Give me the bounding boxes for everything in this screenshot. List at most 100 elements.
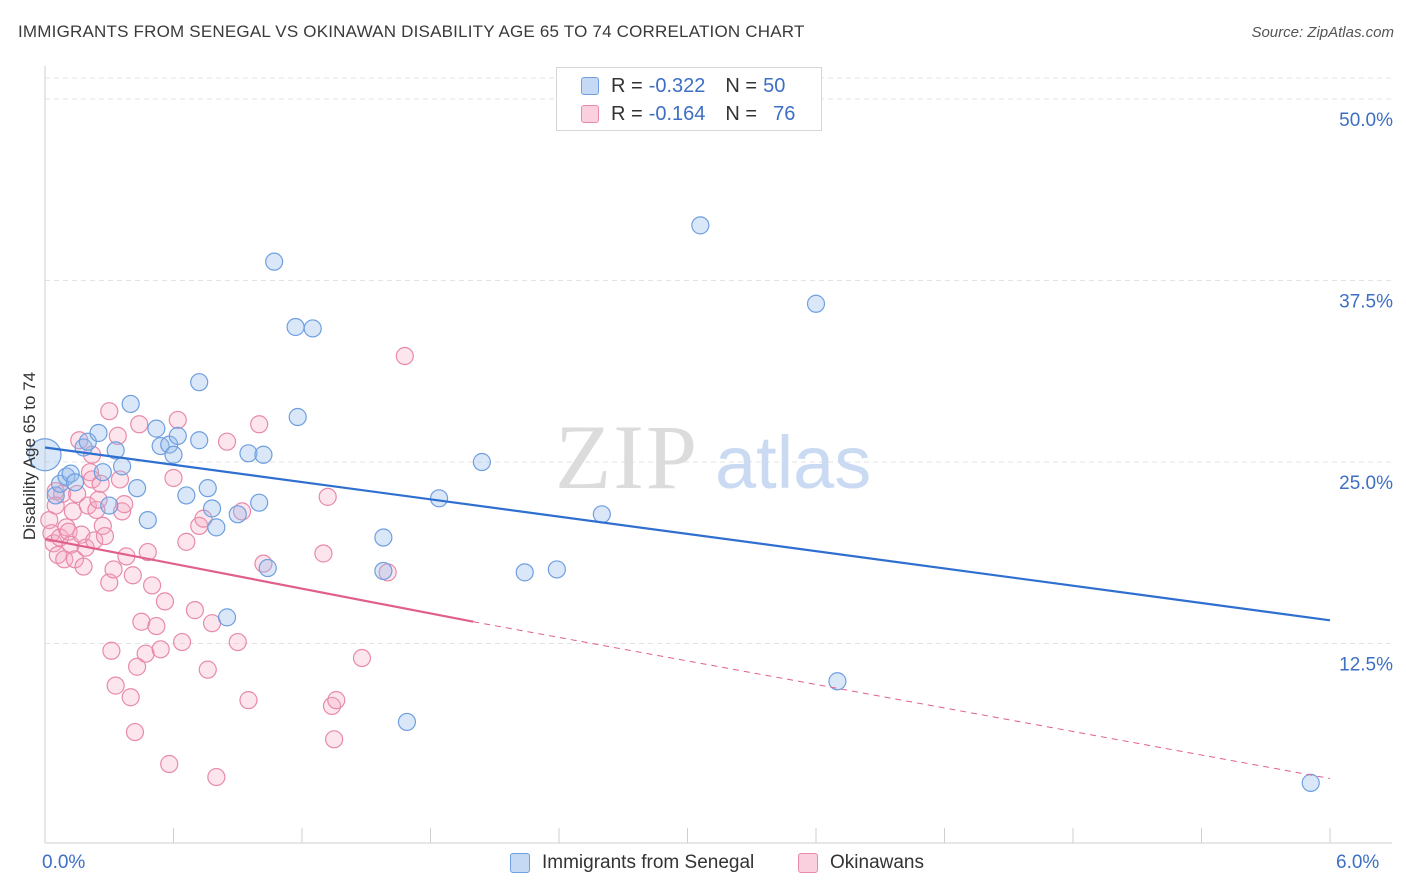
data-point-okinawans: [327, 691, 346, 710]
data-point-senegal: [429, 489, 449, 508]
legend-row-senegal: R = -0.322 N = 50: [581, 74, 785, 98]
data-point-senegal: [828, 672, 847, 691]
data-point-senegal: [472, 452, 491, 472]
data-point-okinawans: [46, 496, 65, 515]
data-point-okinawans: [228, 632, 247, 652]
data-point-senegal: [190, 373, 209, 392]
data-point-okinawans: [239, 691, 258, 710]
data-point-senegal: [286, 317, 305, 337]
data-point-senegal: [265, 252, 284, 271]
x-tick-label-min: 0.0%: [42, 852, 86, 873]
legend-swatch-senegal: [510, 853, 530, 873]
data-point-senegal: [93, 463, 112, 482]
y-tick-label: 37.5%: [1339, 292, 1393, 313]
legend-swatch-okinawans: [798, 853, 818, 873]
data-point-senegal: [254, 445, 273, 464]
legend-r-label: R =: [611, 74, 643, 97]
data-point-senegal: [691, 216, 710, 235]
data-point-senegal: [258, 558, 277, 578]
data-point-senegal: [61, 464, 80, 483]
data-point-okinawans: [130, 415, 149, 434]
data-point-senegal: [397, 712, 417, 732]
legend-n-label: N =: [725, 74, 758, 97]
data-point-okinawans: [207, 767, 226, 787]
data-point-okinawans: [68, 484, 87, 504]
data-point-okinawans: [164, 468, 183, 488]
data-point-okinawans: [89, 490, 108, 509]
data-point-senegal: [100, 496, 119, 515]
chart-title: IMMIGRANTS FROM SENEGAL VS OKINAWAN DISA…: [18, 22, 805, 41]
data-point-senegal: [168, 426, 187, 445]
data-point-senegal: [46, 486, 65, 505]
data-point-okinawans: [185, 601, 205, 620]
legend-r-label: R =: [611, 102, 643, 125]
data-point-okinawans: [147, 616, 166, 636]
data-point-okinawans: [151, 640, 170, 659]
data-point-okinawans: [108, 426, 127, 445]
trend-line-okinawans-extended: [473, 621, 1331, 780]
watermark: ZIP atlas: [555, 406, 871, 508]
data-point-senegal: [138, 510, 157, 530]
data-point-okinawans: [250, 415, 269, 434]
y-tick-label: 12.5%: [1339, 655, 1393, 676]
trend-line-okinawans: [44, 537, 474, 623]
data-point-okinawans: [318, 487, 337, 506]
data-point-senegal: [515, 563, 534, 582]
data-point-okinawans: [104, 560, 123, 579]
data-point-okinawans: [123, 566, 142, 585]
data-point-okinawans: [172, 632, 192, 652]
data-point-senegal: [207, 518, 226, 537]
correlation-legend: R = -0.322 N = 50 R = -0.164 N = 76: [556, 67, 822, 131]
data-point-okinawans: [106, 676, 125, 695]
legend-item-okinawans[interactable]: Okinawans: [798, 852, 924, 874]
data-point-senegal: [127, 479, 147, 498]
legend-label-senegal: Immigrants from Senegal: [542, 852, 755, 873]
legend-r-value-senegal: -0.322: [648, 74, 706, 97]
watermark-zip: ZIP: [555, 406, 699, 508]
data-point-okinawans: [127, 657, 147, 676]
y-axis-label: Disability Age 65 to 74: [20, 371, 39, 541]
source-label: Source: ZipAtlas.com: [1251, 24, 1394, 41]
data-point-senegal: [374, 561, 393, 581]
data-point-senegal: [28, 438, 62, 472]
data-point-senegal: [239, 444, 258, 463]
data-point-senegal: [65, 473, 85, 492]
data-point-okinawans: [78, 496, 97, 515]
data-point-okinawans: [91, 474, 110, 493]
legend-label-okinawans: Okinawans: [830, 852, 924, 873]
data-point-senegal: [250, 493, 269, 512]
data-point-senegal: [303, 319, 322, 338]
series-okinawans-points: [40, 346, 414, 787]
y-tick-label: 50.0%: [1339, 110, 1393, 131]
data-point-senegal: [112, 457, 132, 476]
data-point-okinawans: [217, 432, 237, 451]
data-point-senegal: [374, 528, 393, 547]
trend-line-senegal: [44, 446, 1331, 622]
data-point-okinawans: [395, 346, 414, 366]
data-point-okinawans: [74, 557, 93, 576]
data-point-okinawans: [198, 660, 217, 679]
x-tick-label-max: 6.0%: [1336, 852, 1380, 873]
data-point-senegal: [147, 419, 166, 438]
legend-swatch-okinawans: [581, 105, 599, 123]
legend-n-value-okinawans: 76: [773, 102, 796, 125]
data-point-okinawans: [160, 754, 179, 774]
data-point-okinawans: [125, 722, 145, 742]
data-point-okinawans: [95, 526, 115, 546]
y-tick-labels: 12.5% 25.0% 37.5% 50.0%: [1339, 110, 1393, 675]
legend-r-value-okinawans: -0.164: [648, 102, 706, 125]
data-point-okinawans: [83, 470, 102, 489]
data-point-senegal: [202, 499, 222, 518]
data-point-senegal: [1301, 773, 1320, 792]
data-point-senegal: [592, 505, 611, 524]
data-point-okinawans: [155, 592, 175, 611]
legend-item-senegal[interactable]: Immigrants from Senegal: [510, 852, 754, 874]
grid-lines: [45, 77, 1392, 645]
data-point-okinawans: [115, 495, 134, 514]
data-point-okinawans: [352, 648, 372, 668]
data-point-okinawans: [325, 730, 344, 749]
data-point-okinawans: [314, 544, 333, 563]
data-point-senegal: [177, 486, 196, 505]
data-point-senegal: [198, 479, 217, 498]
